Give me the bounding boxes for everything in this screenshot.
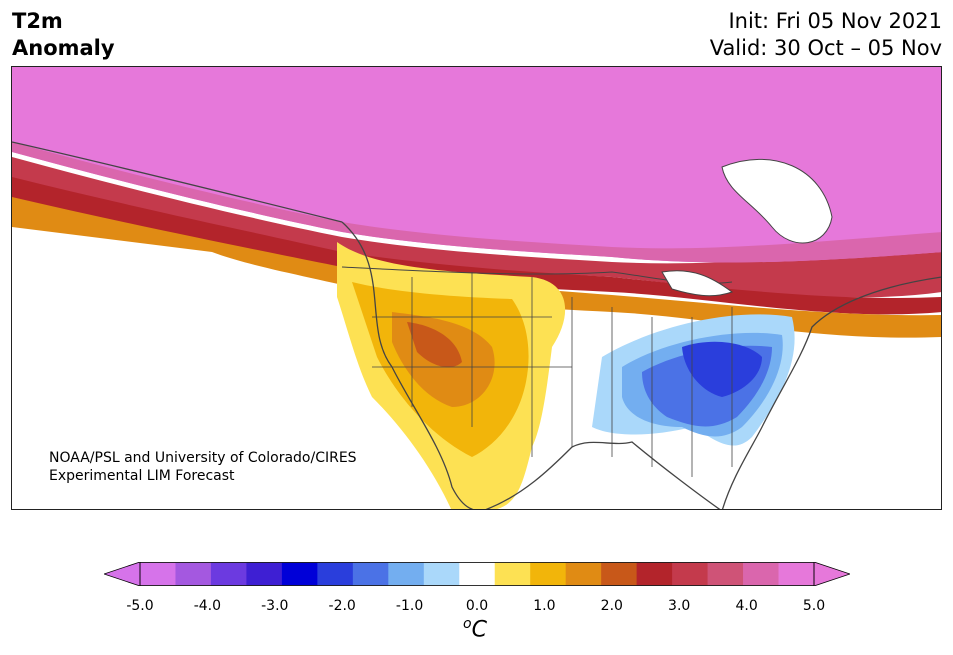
colorbar-cell bbox=[140, 562, 176, 586]
colorbar-tick-label: 1.0 bbox=[533, 598, 556, 614]
canada-anomaly-4-5 bbox=[12, 142, 941, 263]
credit-line-2: Experimental LIM Forecast bbox=[49, 468, 235, 484]
anomaly-label: Anomaly bbox=[12, 36, 115, 60]
colorbar-tick-label: -4.0 bbox=[193, 598, 222, 614]
units-degree: o bbox=[463, 616, 472, 632]
canada-anomaly-2 bbox=[12, 197, 941, 338]
canada-anomaly-3 bbox=[12, 177, 941, 315]
colorbar-cell bbox=[707, 562, 744, 586]
colorbar-tick-label: 0.0 bbox=[465, 598, 489, 614]
colorbar-cell bbox=[601, 562, 638, 586]
units-label: oC bbox=[463, 616, 487, 642]
colorbar-tick-label: 4.0 bbox=[735, 598, 758, 614]
init-date: Init: Fri 05 Nov 2021 bbox=[728, 9, 942, 33]
canada-anomaly-5 bbox=[12, 67, 941, 263]
colorbar-tick-label: 3.0 bbox=[668, 598, 691, 614]
colorbar-cell bbox=[530, 562, 567, 586]
colorbar-outline bbox=[139, 562, 815, 586]
colorbar-cells bbox=[140, 562, 815, 586]
colorbar-cell bbox=[388, 562, 425, 586]
colorbar-cell bbox=[459, 562, 496, 586]
colorbar-cell bbox=[281, 562, 318, 586]
anomaly-map bbox=[11, 66, 942, 510]
colorbar-tick-label: -2.0 bbox=[328, 598, 356, 614]
hudson-bay bbox=[721, 158, 833, 244]
colorbar-extend-max bbox=[813, 562, 850, 586]
colorbar-cell bbox=[743, 562, 779, 586]
colorbar-extend-min bbox=[104, 562, 141, 586]
colorbar-tick-label: -1.0 bbox=[395, 598, 424, 614]
colorbar-tick-label: 2.0 bbox=[600, 598, 623, 614]
colorbar-cell bbox=[210, 562, 247, 586]
colorbar-cell bbox=[778, 562, 815, 586]
map-title: T2m Anomaly bbox=[12, 8, 115, 62]
colorbar-cell bbox=[494, 562, 531, 586]
variable-label: T2m bbox=[12, 9, 63, 33]
colorbar-tick-label: -5.0 bbox=[126, 598, 154, 614]
colorbar-cell bbox=[565, 562, 602, 586]
credit-text: NOAA/PSL and University of Colorado/CIRE… bbox=[49, 449, 357, 485]
colorbar-cell bbox=[636, 562, 673, 586]
colorbar-tick-label: -3.0 bbox=[261, 598, 289, 614]
coastline bbox=[12, 141, 941, 509]
state-borders bbox=[372, 272, 733, 477]
western-us-warm-4 bbox=[407, 322, 462, 368]
colorbar-cell bbox=[423, 562, 460, 586]
great-lakes bbox=[661, 270, 734, 297]
colorbar-cell bbox=[672, 562, 708, 586]
credit-line-1: NOAA/PSL and University of Colorado/CIRE… bbox=[49, 450, 357, 466]
eastern-us-cool-4 bbox=[682, 341, 762, 397]
colorbar bbox=[104, 562, 850, 586]
colorbar-cell bbox=[246, 562, 283, 586]
colorbar-cell bbox=[352, 562, 389, 586]
colorbar-cell bbox=[175, 562, 212, 586]
colorbar-cell bbox=[317, 562, 354, 586]
valid-range: Valid: 30 Oct – 05 Nov bbox=[709, 36, 942, 60]
forecast-dates: Init: Fri 05 Nov 2021 Valid: 30 Oct – 05… bbox=[710, 8, 942, 62]
colorbar-tick-label: 5.0 bbox=[802, 598, 826, 614]
units-celsius: C bbox=[471, 617, 487, 643]
